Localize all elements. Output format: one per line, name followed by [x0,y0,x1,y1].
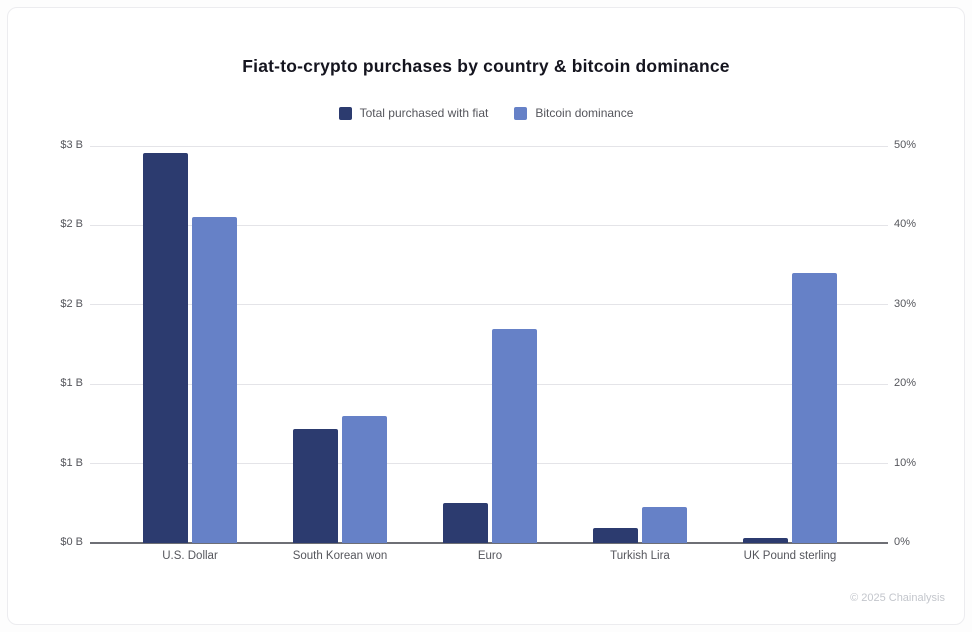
left-axis-tick-label: $2 B [30,218,83,230]
bar-dominance-u-s-dollar[interactable] [192,217,237,543]
x-axis-category-label: U.S. Dollar [115,550,265,562]
left-axis-tick-label: $3 B [30,139,83,151]
copyright-text: © 2025 Chainalysis [850,592,945,604]
bar-fiat-uk-pound-sterling[interactable] [743,538,788,543]
right-axis-tick-label: 50% [894,139,944,151]
x-axis-category-label: Euro [415,550,565,562]
gridline [90,146,888,147]
right-axis-tick-label: 0% [894,536,944,548]
bar-fiat-turkish-lira[interactable] [593,528,638,543]
left-axis-tick-label: $1 B [30,377,83,389]
bar-dominance-uk-pound-sterling[interactable] [792,273,837,543]
right-axis-tick-label: 10% [894,457,944,469]
left-axis-tick-label: $1 B [30,457,83,469]
right-axis-tick-label: 40% [894,218,944,230]
x-axis-category-label: South Korean won [265,550,415,562]
plot-area: $3 B 50% $2 B 40% $2 B 30% $1 B 20% $1 B 10% $0 B 0… [0,0,972,632]
right-axis-tick-label: 30% [894,298,944,310]
bar-dominance-euro[interactable] [492,329,537,543]
bar-fiat-euro[interactable] [443,503,488,543]
bar-fiat-u-s-dollar[interactable] [143,153,188,543]
x-axis-category-label: Turkish Lira [565,550,715,562]
right-axis-tick-label: 20% [894,377,944,389]
bar-fiat-south-korean-won[interactable] [293,429,338,543]
x-axis-category-label: UK Pound sterling [715,550,865,562]
bar-dominance-south-korean-won[interactable] [342,416,387,543]
left-axis-tick-label: $2 B [30,298,83,310]
bar-dominance-turkish-lira[interactable] [642,507,687,543]
left-axis-tick-label: $0 B [30,536,83,548]
